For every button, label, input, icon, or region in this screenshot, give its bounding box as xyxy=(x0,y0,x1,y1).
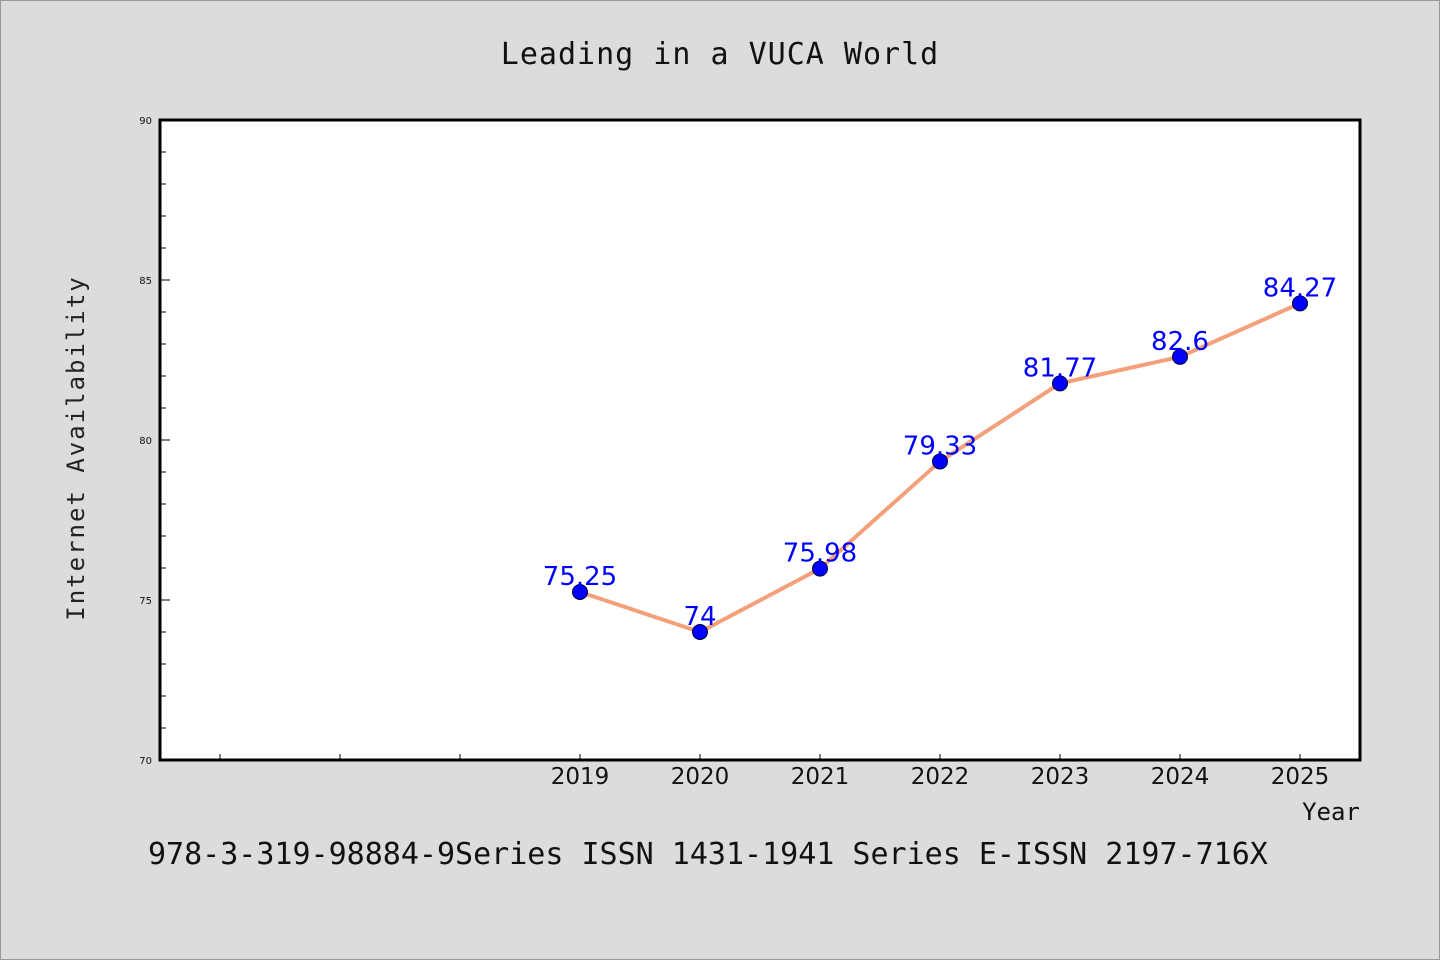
data-label: 81.77 xyxy=(1023,353,1097,383)
data-point-marker xyxy=(1292,295,1308,312)
y-axis-label: Internet Availability xyxy=(62,275,90,620)
x-tick-label: 2021 xyxy=(791,764,850,790)
data-label-group: 75.25 74 75.98 79.33 81.77 82.6 84.27 xyxy=(543,273,1337,632)
y-tick-label: 75 xyxy=(139,596,152,607)
plot-area xyxy=(160,120,1360,760)
data-point-marker xyxy=(812,560,828,577)
data-label: 84.27 xyxy=(1263,273,1337,303)
x-axis-ticks: 2019 2020 2021 2022 2023 2024 2025 xyxy=(219,754,1330,790)
chart-title: Leading in a VUCA World xyxy=(501,37,939,72)
x-tick-label: 2019 xyxy=(551,764,610,790)
x-tick-label: 2022 xyxy=(911,764,970,790)
y-tick-label: 90 xyxy=(139,116,152,127)
x-tick-label: 2025 xyxy=(1271,764,1330,790)
data-point-marker xyxy=(572,584,588,600)
data-label: 82.6 xyxy=(1151,327,1209,357)
series-line-group xyxy=(572,295,1308,640)
plot-border xyxy=(158,118,1362,762)
footer-issn-text: 978-3-319-98884-9Series ISSN 1431-1941 S… xyxy=(148,837,1268,872)
data-label: 79.33 xyxy=(903,431,977,461)
data-label: 75.25 xyxy=(543,562,617,592)
data-point-marker xyxy=(1172,348,1188,365)
data-point-marker xyxy=(692,624,708,640)
y-tick-label: 70 xyxy=(139,756,152,767)
x-axis-label: Year xyxy=(1302,798,1360,826)
x-tick-label: 2024 xyxy=(1151,764,1210,790)
data-label: 74 xyxy=(683,602,716,632)
x-tick-label: 2023 xyxy=(1031,764,1090,790)
y-tick-label: 80 xyxy=(139,436,152,447)
y-tick-label: 85 xyxy=(139,276,152,287)
data-point-marker xyxy=(1052,375,1068,392)
data-point-marker xyxy=(932,453,948,470)
data-label: 75.98 xyxy=(783,539,857,569)
x-tick-label: 2020 xyxy=(671,764,730,790)
